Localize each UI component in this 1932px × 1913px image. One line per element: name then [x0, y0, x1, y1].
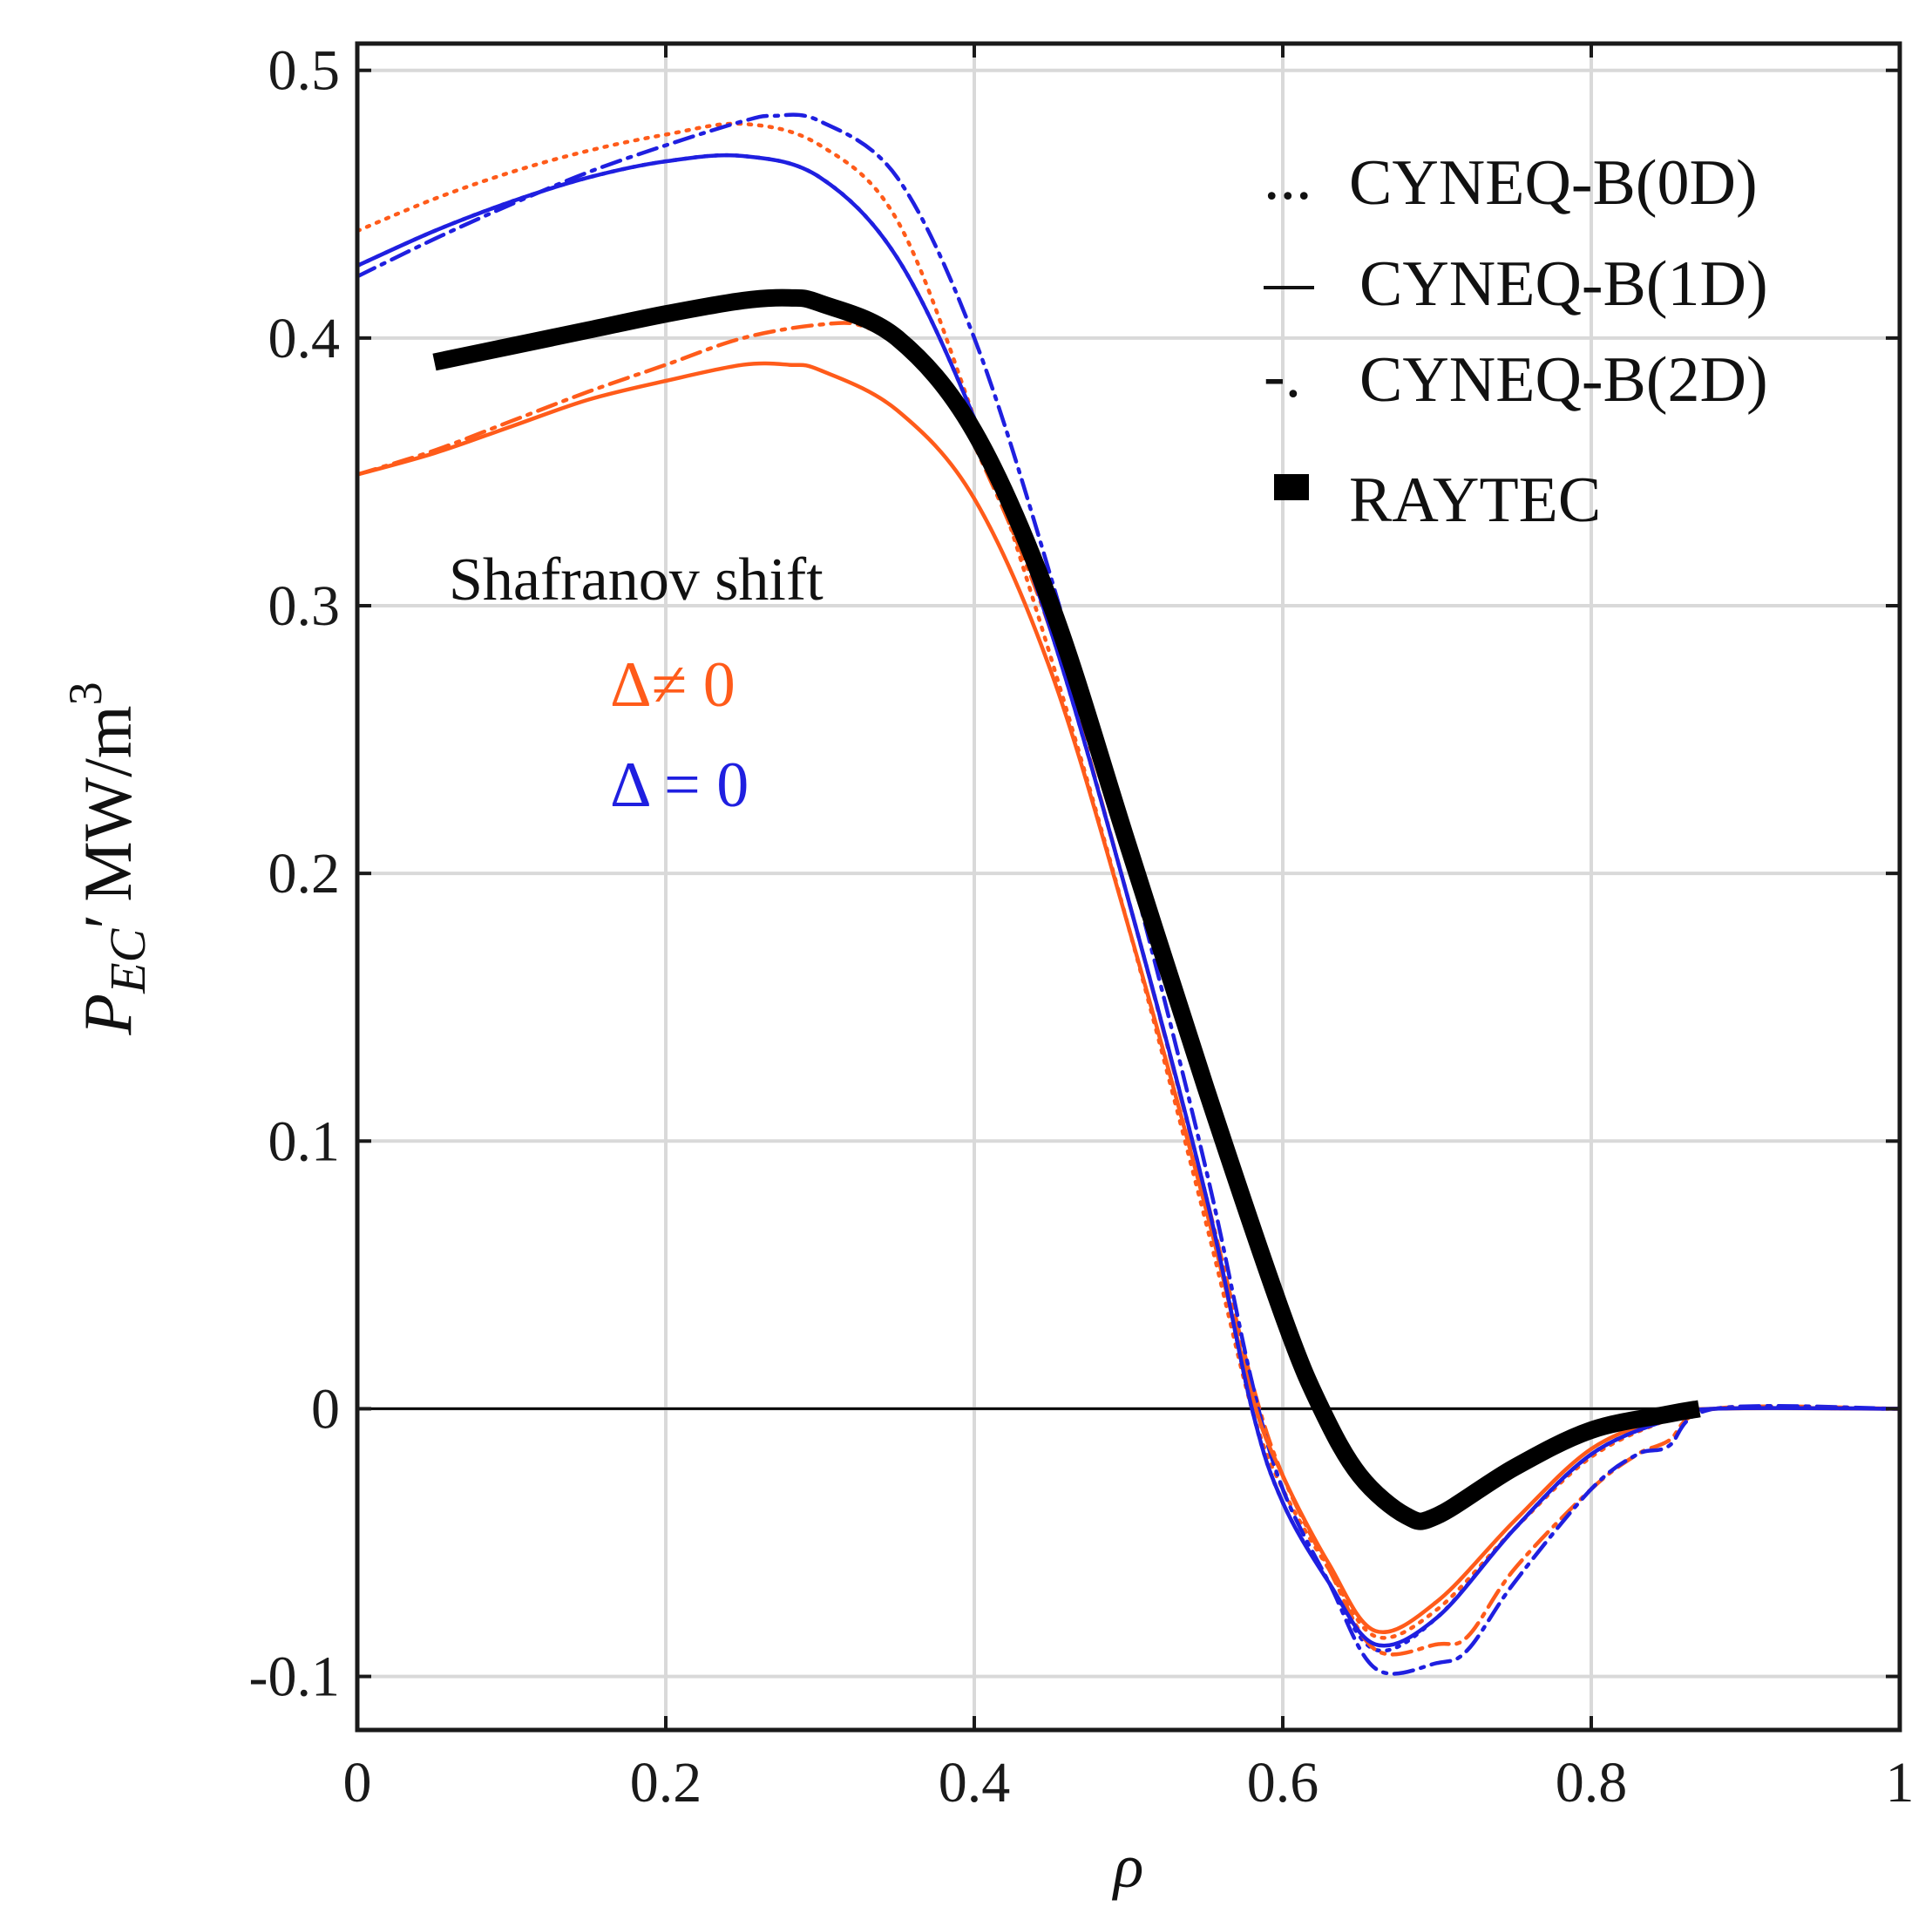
series-line-cyneq-b-2d-0: [355, 321, 1902, 1657]
grid: [357, 44, 1900, 1730]
plot-frame: [355, 41, 1902, 1733]
x-tick-label: 0.2: [630, 1751, 702, 1815]
x-tick-label: 0: [343, 1751, 372, 1815]
x-tick-label: 0.6: [1247, 1751, 1319, 1815]
y-tick-label: 0.5: [268, 39, 341, 103]
series-line-cyneq-b-1d-0: [355, 361, 1902, 1634]
y-axis-prime: ′: [70, 914, 146, 929]
y-tick-label: 0: [311, 1377, 340, 1441]
annotation-unshifted: Δ = 0: [610, 750, 749, 821]
y-axis-unit-exponent: 3: [59, 682, 112, 705]
legend-label-1d: CYNEQ-B(1D): [1359, 248, 1768, 320]
y-tick-labels: -0.1 0 0.1 0.2 0.3 0.4 0.5: [249, 39, 340, 1709]
y-tick-label: 0.3: [268, 574, 341, 638]
series-line-cyneq-b-1d-0: [355, 153, 1902, 1648]
ticks-layer: [356, 44, 1901, 1730]
legend-label-raytec: RAYTEC: [1349, 465, 1601, 536]
x-tick-label: 0.4: [939, 1751, 1011, 1815]
y-tick-label: 0.2: [268, 842, 341, 906]
annotation-shifted: Δ≠ 0: [610, 649, 736, 721]
annotation-title: Shafranov shift: [449, 546, 824, 614]
legend-label-0d: CYNEQ-B(0D): [1349, 147, 1758, 219]
svg-text:PEC′MW/m3: PEC′ MW/m3: [59, 682, 156, 1035]
y-tick-label: 0.4: [268, 307, 341, 370]
series-layer: [355, 112, 1902, 1676]
y-tick-label: 0.1: [268, 1109, 341, 1173]
y-axis-label: PEC′ MW/m3: [59, 682, 156, 1035]
y-axis-subscript: EC: [99, 928, 156, 994]
x-axis-label: ρ: [1112, 1831, 1144, 1901]
legend-label-2d: CYNEQ-B(2D): [1359, 344, 1768, 416]
legend: ... CYNEQ-B(0D) CYNEQ-B(1D) -. CYNEQ-B(2…: [1264, 142, 1768, 536]
x-tick-label: 1: [1886, 1751, 1915, 1815]
legend-marker-2d: -.: [1264, 340, 1301, 411]
series-line-raytec: [432, 288, 1701, 1530]
series-line-cyneq-b-2d-0: [355, 112, 1902, 1676]
x-tick-label: 0.8: [1556, 1751, 1628, 1815]
y-axis-unit: MW/m: [70, 705, 146, 901]
x-tick-labels: 0 0.2 0.4 0.6 0.8 1: [343, 1751, 1915, 1815]
legend-marker-0d: ...: [1264, 142, 1312, 214]
legend-swatch-raytec: [1274, 474, 1309, 500]
y-axis-symbol: P: [70, 994, 146, 1036]
y-tick-label: -0.1: [249, 1645, 340, 1709]
